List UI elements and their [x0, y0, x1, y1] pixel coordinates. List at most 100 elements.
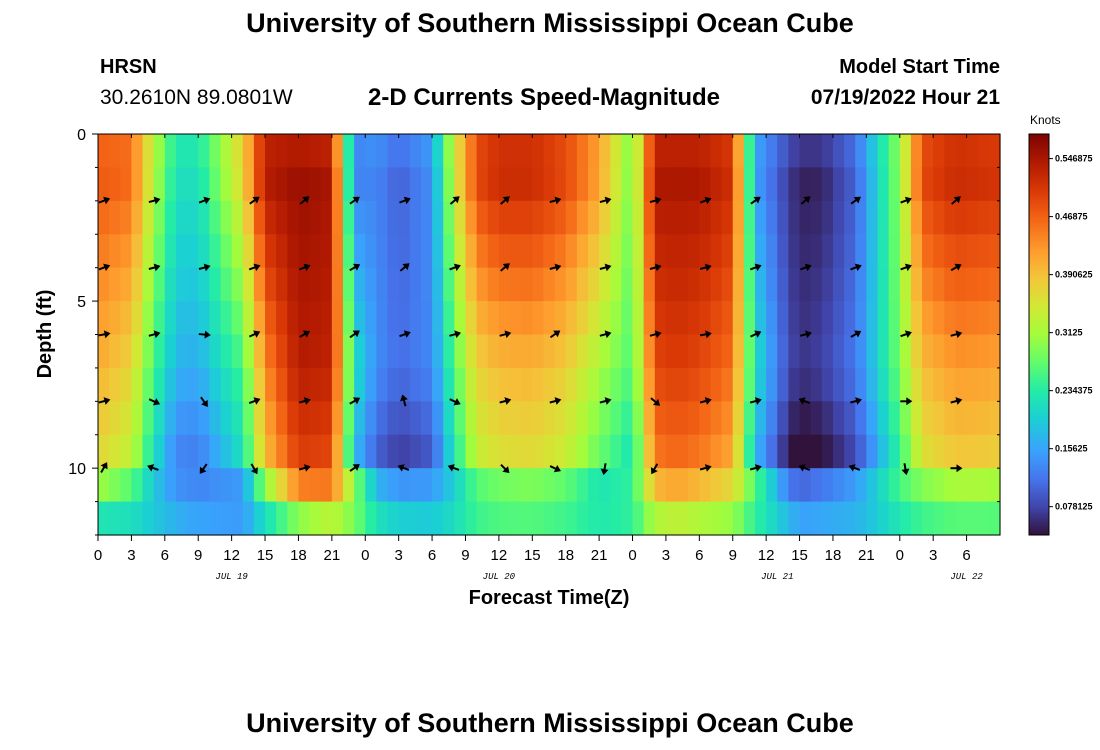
current-arrow — [449, 196, 460, 205]
heatmap-cell — [677, 501, 689, 536]
heatmap-cell — [576, 267, 589, 302]
heatmap-cell — [877, 200, 890, 235]
heatmap-cell — [922, 200, 934, 235]
current-arrow — [800, 263, 812, 272]
heatmap-cell — [365, 367, 377, 402]
heatmap-cell — [899, 134, 912, 169]
heatmap-cell — [120, 301, 133, 336]
heatmap-cell — [743, 200, 756, 235]
current-arrow — [599, 397, 612, 405]
heatmap-cell — [732, 367, 745, 402]
heatmap-cell — [265, 267, 277, 302]
heatmap-cell — [554, 367, 567, 402]
heatmap-cell — [487, 434, 500, 469]
heatmap-cell — [699, 134, 712, 169]
heatmap-cell — [855, 468, 867, 503]
heatmap-cell — [187, 468, 199, 503]
heatmap-cell — [242, 401, 255, 436]
heatmap-cell — [131, 134, 144, 169]
heatmap-cell — [209, 234, 222, 269]
current-arrow — [699, 397, 712, 405]
current-arrow — [900, 196, 912, 205]
heatmap-cell — [331, 167, 344, 202]
heatmap-cell — [910, 301, 923, 336]
heatmap-cell — [710, 200, 723, 235]
heatmap-cell — [610, 200, 622, 235]
heatmap-cell — [231, 468, 244, 503]
heatmap-cell — [621, 200, 634, 235]
heatmap-cell — [98, 401, 110, 436]
heatmap-cell — [621, 367, 634, 402]
heatmap-cell — [777, 334, 790, 369]
current-arrow — [699, 263, 712, 272]
heatmap-cell — [409, 468, 422, 503]
heatmap-cell — [966, 501, 979, 536]
heatmap-cell — [755, 367, 767, 402]
heatmap-cell — [420, 234, 433, 269]
chart-subtitle: 2-D Currents Speed-Magnitude — [368, 84, 721, 111]
heatmap-cell — [354, 200, 366, 235]
heatmap-cell — [287, 367, 300, 402]
heatmap-cell — [387, 434, 400, 469]
heatmap-cell — [933, 200, 945, 235]
heatmap-cell — [209, 134, 222, 169]
heatmap-cell — [432, 267, 444, 302]
heatmap-cell — [153, 234, 166, 269]
heatmap-cell — [721, 468, 734, 503]
heatmap-cell — [677, 167, 689, 202]
heatmap-cell — [988, 167, 1001, 202]
heatmap-cell — [554, 401, 567, 436]
x-tick-label: 21 — [324, 547, 341, 564]
heatmap-cell — [810, 367, 823, 402]
heatmap-cell — [187, 501, 199, 536]
heatmap-cell — [899, 401, 912, 436]
heatmap-cell — [432, 468, 444, 503]
current-arrow — [749, 464, 762, 472]
heatmap-cell — [799, 334, 812, 369]
heatmap-cell — [565, 501, 578, 536]
heatmap-cell — [265, 501, 277, 536]
heatmap-cell — [309, 200, 322, 235]
current-arrow — [349, 464, 360, 472]
heatmap-cell — [565, 301, 578, 336]
heatmap-cell — [832, 334, 845, 369]
heatmap-cell — [153, 501, 166, 536]
heatmap-cell — [599, 401, 611, 436]
heatmap-cell — [253, 200, 266, 235]
heatmap-cell — [164, 501, 177, 536]
heatmap-cell — [354, 267, 366, 302]
heatmap-cell — [532, 234, 545, 269]
heatmap-cell — [465, 200, 478, 235]
heatmap-cell — [276, 401, 288, 436]
speed-heatmap — [98, 134, 1001, 536]
x-tick-label: 3 — [127, 547, 135, 564]
heatmap-cell — [799, 267, 812, 302]
current-arrow — [447, 464, 460, 472]
heatmap-cell — [610, 301, 622, 336]
current-arrow — [800, 196, 811, 205]
heatmap-cell — [721, 434, 734, 469]
x-tick-label: 18 — [825, 547, 842, 564]
heatmap-cell — [665, 434, 678, 469]
heatmap-cell — [309, 267, 322, 302]
current-arrow — [798, 397, 811, 405]
heatmap-cell — [354, 234, 366, 269]
current-arrow — [499, 330, 512, 339]
heatmap-cell — [387, 401, 400, 436]
heatmap-cell — [810, 334, 823, 369]
heatmap-cell — [187, 134, 199, 169]
current-arrow — [798, 464, 811, 472]
heatmap-cell — [855, 167, 867, 202]
heatmap-cell — [910, 334, 923, 369]
heatmap-cell — [510, 267, 522, 302]
heatmap-cell — [465, 167, 478, 202]
heatmap-cell — [487, 334, 500, 369]
heatmap-cell — [409, 401, 422, 436]
heatmap-cell — [587, 134, 600, 169]
heatmap-cell — [699, 301, 712, 336]
colorbar-tick-label: 0.390625 — [1055, 270, 1093, 280]
heatmap-cell — [554, 134, 567, 169]
heatmap-cell — [420, 334, 433, 369]
x-tick-label: 0 — [361, 547, 369, 564]
heatmap-cell — [265, 434, 277, 469]
